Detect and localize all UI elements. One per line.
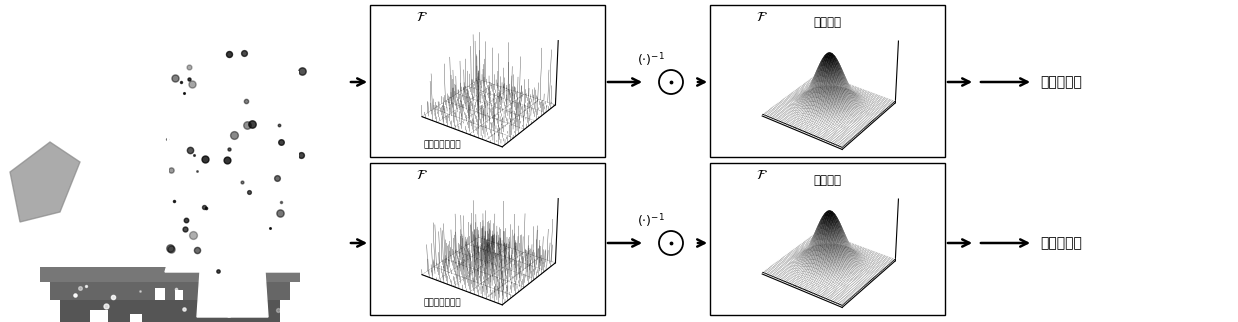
Polygon shape <box>10 142 80 222</box>
Text: $(\cdot)^{-1}$: $(\cdot)^{-1}$ <box>638 51 665 69</box>
Text: 目标新位置: 目标新位置 <box>1040 75 1082 89</box>
Text: 高斯标记: 高斯标记 <box>813 174 842 187</box>
Bar <box>711 163 945 315</box>
Bar <box>40 267 300 282</box>
Text: 高斯标记: 高斯标记 <box>813 16 842 29</box>
Ellipse shape <box>215 62 258 112</box>
Polygon shape <box>197 272 232 317</box>
Text: $\mathcal{F}$: $\mathcal{F}$ <box>756 167 768 182</box>
Text: $\mathcal{F}$: $\mathcal{F}$ <box>756 10 768 24</box>
Bar <box>155 288 165 300</box>
Polygon shape <box>228 272 267 317</box>
Polygon shape <box>165 237 305 272</box>
Polygon shape <box>267 127 319 192</box>
Text: 目标新尺度: 目标新尺度 <box>1040 236 1082 250</box>
Bar <box>130 314 142 322</box>
Text: $(\cdot)^{-1}$: $(\cdot)^{-1}$ <box>638 212 665 230</box>
Text: $\mathcal{F}$: $\mathcal{F}$ <box>416 167 428 182</box>
Bar <box>711 5 945 157</box>
Bar <box>370 5 605 157</box>
Bar <box>168 72 298 242</box>
Polygon shape <box>130 127 184 197</box>
Text: $\mathcal{F}$: $\mathcal{F}$ <box>416 10 428 24</box>
Bar <box>175 290 183 300</box>
Text: 一维尺度滤波器: 一维尺度滤波器 <box>423 140 462 149</box>
Text: 二维位置滤波器: 二维位置滤波器 <box>423 298 462 308</box>
Bar <box>59 300 280 322</box>
Polygon shape <box>170 112 295 232</box>
Bar <box>370 163 605 315</box>
Bar <box>90 310 108 322</box>
Bar <box>50 282 290 300</box>
